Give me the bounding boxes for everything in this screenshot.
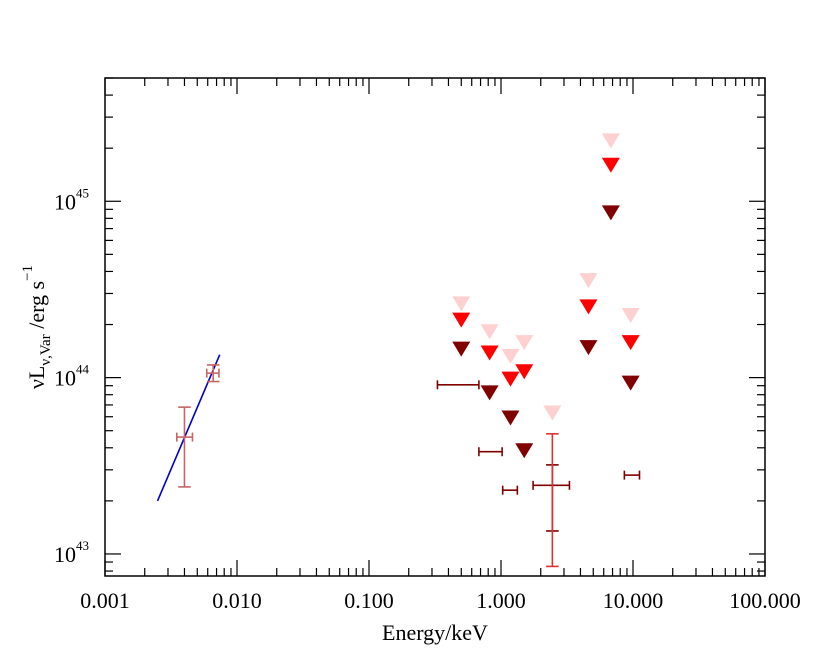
- upper-limit-marker: [515, 443, 534, 459]
- xray-point-5: [623, 470, 641, 480]
- data-marks: [156, 133, 641, 568]
- uv-trend-line: [156, 354, 221, 502]
- y-tick-label: 1043: [54, 538, 89, 567]
- upper-limit-marker: [601, 205, 620, 221]
- y-tick-exponent: 44: [76, 362, 90, 377]
- upper-limit-marker: [480, 345, 499, 361]
- x-tick-label: 0.001: [80, 588, 130, 613]
- upper-limit-marker: [452, 296, 471, 312]
- upper-limit-marker: [621, 308, 640, 324]
- upper-limit-marker: [452, 312, 471, 328]
- y-axis-title-base: νL: [24, 366, 49, 389]
- x-axis-title: Energy/keV: [382, 620, 488, 645]
- upper-limit-marker: [621, 375, 640, 391]
- upper-limit-marker: [501, 410, 520, 426]
- y-axis-title-sub: ν,Var: [38, 334, 54, 365]
- xray-point-4b: [546, 433, 559, 568]
- upper-limit-marker: [601, 133, 620, 149]
- upper-limit-marker: [480, 324, 499, 340]
- uv-point-2: [205, 364, 220, 383]
- upper-limit-marker: [452, 341, 471, 357]
- upper-limit-marker: [515, 335, 534, 351]
- y-tick-mantissa: 10: [54, 542, 76, 567]
- upper-limit-marker: [543, 405, 562, 421]
- upper-limit-marker: [501, 348, 520, 364]
- y-axis-title: νLν,Var /erg s−1: [20, 265, 54, 389]
- uv-point-1: [176, 406, 194, 488]
- y-tick-exponent: 45: [76, 185, 89, 200]
- x-tick-label: 1.000: [476, 588, 526, 613]
- plot-area: [104, 77, 766, 577]
- upper-limit-marker: [515, 364, 534, 380]
- x-tick-label: 100.000: [729, 588, 801, 613]
- x-tick-label: 10.000: [603, 588, 664, 613]
- upper-limit-marker: [579, 273, 598, 289]
- y-tick-mantissa: 10: [54, 189, 76, 214]
- y-tick-exponent: 43: [76, 538, 89, 553]
- xray-point-4: [532, 464, 571, 532]
- xray-point-1: [436, 380, 480, 390]
- xray-point-2: [478, 447, 503, 457]
- upper-limit-marker: [480, 385, 499, 401]
- y-tick-mantissa: 10: [54, 366, 76, 391]
- upper-limit-marker: [601, 157, 620, 173]
- upper-limit-marker: [579, 299, 598, 315]
- y-tick-label: 1044: [54, 362, 90, 391]
- xray-point-3: [501, 485, 519, 495]
- y-axis-title-unit: /erg s: [24, 281, 49, 334]
- x-tick-label: 0.100: [344, 588, 394, 613]
- upper-limit-marker: [579, 340, 598, 356]
- y-tick-label: 1045: [54, 185, 89, 214]
- x-tick-label: 0.010: [212, 588, 262, 613]
- axis-ticks: 0.001 0.010 0.100 1.000 10.000 100.0001043104…: [54, 77, 801, 613]
- upper-limit-marker: [501, 371, 520, 387]
- upper-limit-marker: [621, 335, 640, 351]
- y-axis-title-sup: −1: [20, 265, 36, 281]
- plot-frame: [104, 77, 766, 577]
